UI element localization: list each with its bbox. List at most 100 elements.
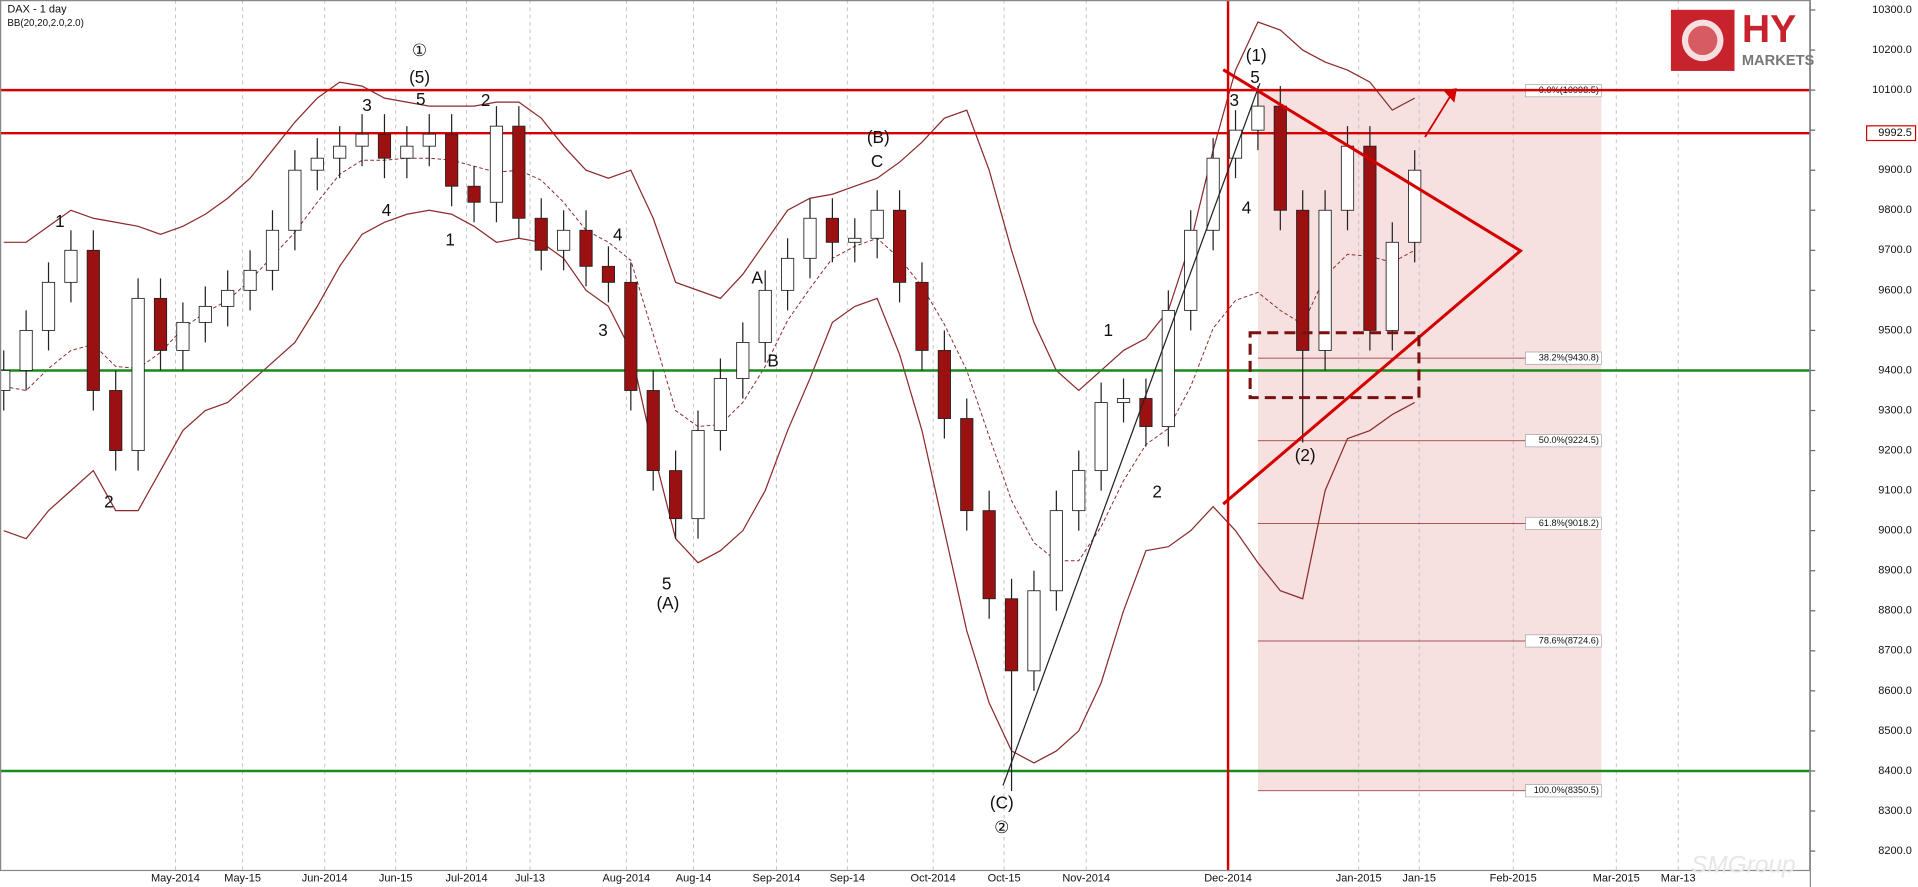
candle-body xyxy=(960,418,974,512)
candle-body xyxy=(243,269,257,291)
candle-body xyxy=(198,305,212,323)
bollinger-lower xyxy=(3,209,1415,764)
candle-body xyxy=(848,237,862,243)
x-tick-label: Dec-2014 xyxy=(1204,872,1252,884)
bollinger-middle xyxy=(3,157,1415,562)
y-tick-label: 8400.0 xyxy=(1878,765,1912,777)
candle-body xyxy=(0,370,11,391)
candle-body xyxy=(19,329,33,371)
candle-body xyxy=(915,281,929,351)
y-tick-label: 8900.0 xyxy=(1878,565,1912,577)
candle-body xyxy=(400,145,414,159)
triangle xyxy=(1222,68,1524,506)
x-tick-label: Oct-15 xyxy=(988,872,1021,884)
arrow-head xyxy=(1443,88,1457,103)
x-tick-label: May-15 xyxy=(224,872,261,884)
y-tick-label: 9800.0 xyxy=(1878,204,1912,216)
fib-label: 100.0%(8350.5) xyxy=(1534,785,1599,795)
candle-body xyxy=(310,157,324,171)
y-tick-label: 9000.0 xyxy=(1878,525,1912,537)
y-tick-label: 9900.0 xyxy=(1878,164,1912,176)
wave-label: (C) xyxy=(990,793,1014,812)
candle-body xyxy=(713,378,727,431)
candle-body xyxy=(1027,590,1041,672)
candle-body xyxy=(1385,241,1399,331)
fib-label: 61.8%(9018.2) xyxy=(1539,518,1599,528)
x-tick-label: Mar-13 xyxy=(1661,872,1696,884)
x-tick-label: Jun-15 xyxy=(379,872,413,884)
x-tick-label: Oct-2014 xyxy=(911,872,956,884)
candle-body xyxy=(669,470,683,520)
y-tick-label: 8300.0 xyxy=(1878,805,1912,817)
y-tick-label: 8800.0 xyxy=(1878,605,1912,617)
wave-label: B xyxy=(767,352,778,371)
candle-body xyxy=(1273,105,1287,211)
candle-body xyxy=(1161,309,1175,427)
candle-body xyxy=(825,217,839,243)
x-tick-label: Aug-2014 xyxy=(602,872,650,884)
wave-label: 1 xyxy=(55,212,65,231)
x-tick-label: Jun-2014 xyxy=(302,872,348,884)
candle-body xyxy=(803,217,817,259)
candle-body xyxy=(982,510,996,600)
candle-body xyxy=(1340,145,1355,211)
logo-mark: HY xyxy=(1742,8,1796,51)
wave-label: 3 xyxy=(1229,91,1239,110)
candle-body xyxy=(1116,398,1131,403)
candle-body xyxy=(176,321,190,351)
candle-body xyxy=(758,289,772,343)
candle-body xyxy=(64,249,78,283)
candle-body xyxy=(288,169,302,231)
y-tick-label: 9500.0 xyxy=(1878,324,1912,336)
fib-label-box xyxy=(1525,351,1602,365)
wave-label: 3 xyxy=(362,96,372,115)
x-tick-label: Sep-2014 xyxy=(753,872,801,884)
wave-label: (1) xyxy=(1246,46,1267,65)
candle-body xyxy=(512,125,526,219)
y-tick-label: 9200.0 xyxy=(1878,444,1912,456)
candle-body xyxy=(870,209,884,239)
x-tick-label: Jan-15 xyxy=(1402,872,1436,884)
indicator-label: BB(20,20,2.0,2.0) xyxy=(7,18,84,29)
y-tick-label: 9600.0 xyxy=(1878,284,1912,296)
fib-label: 78.6%(8724.6) xyxy=(1539,635,1599,645)
candle-body xyxy=(1318,209,1332,351)
wave-label: (5) xyxy=(409,68,430,87)
candle-body xyxy=(265,229,280,271)
fib-label-box xyxy=(1525,434,1602,448)
candle-body xyxy=(937,350,951,419)
x-tick-label: Feb-2015 xyxy=(1490,872,1537,884)
candle-body xyxy=(691,430,705,520)
x-tick-label: Jul-13 xyxy=(515,872,545,884)
last-price-label: 9992.5 xyxy=(1878,127,1912,139)
candle-body xyxy=(221,289,235,307)
wave-label: A xyxy=(751,268,763,287)
candle-body xyxy=(86,249,100,391)
candle-body xyxy=(377,133,392,159)
wave-label: (2) xyxy=(1295,446,1316,465)
candle-body xyxy=(109,390,123,451)
x-tick-label: May-2014 xyxy=(151,872,200,884)
candle-body xyxy=(1363,145,1377,331)
wave-label: 5 xyxy=(416,90,426,109)
candle-body xyxy=(445,133,459,187)
candle-body xyxy=(467,185,481,203)
candle-body xyxy=(1228,129,1243,159)
candle-body xyxy=(1139,398,1153,427)
candle-body xyxy=(1049,510,1063,592)
wave-label: 5 xyxy=(662,574,672,593)
fib-label: 38.2%(9430.8) xyxy=(1539,353,1599,363)
watermark: SMGroup xyxy=(1691,852,1796,879)
candle-body xyxy=(1004,598,1019,672)
last-price-box xyxy=(1866,125,1917,142)
wave-label: (A) xyxy=(656,594,679,613)
wave-label: ① xyxy=(412,41,427,60)
fib-label-box xyxy=(1525,784,1602,798)
candle-body xyxy=(1206,157,1220,231)
candle-body xyxy=(1184,229,1198,311)
wave-label: (B) xyxy=(867,128,890,147)
candle-body xyxy=(736,342,750,379)
dashed-box xyxy=(1248,331,1421,400)
